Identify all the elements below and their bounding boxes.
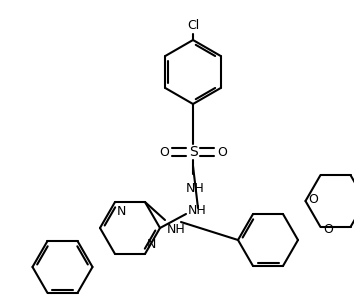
- Text: Cl: Cl: [187, 19, 199, 32]
- Text: NH: NH: [185, 182, 204, 195]
- Text: O: O: [324, 222, 333, 236]
- Text: O: O: [308, 192, 318, 205]
- Text: O: O: [217, 145, 227, 159]
- Text: S: S: [189, 145, 198, 159]
- Text: N: N: [117, 205, 126, 218]
- Text: NH: NH: [188, 204, 207, 217]
- Text: NH: NH: [167, 223, 186, 236]
- Text: N: N: [147, 238, 156, 251]
- Text: O: O: [159, 145, 169, 159]
